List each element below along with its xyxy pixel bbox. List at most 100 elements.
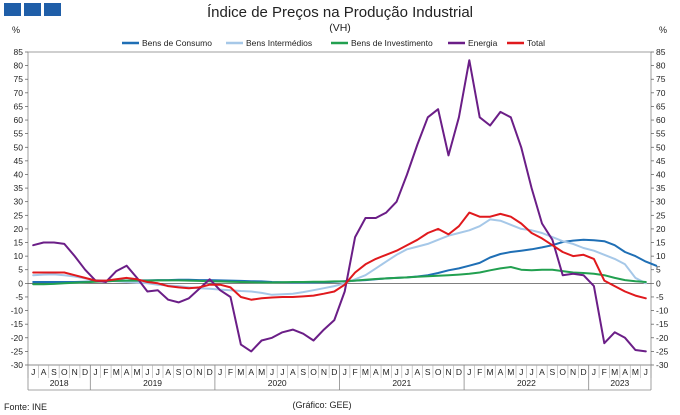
month-tick-label: J [592, 367, 596, 377]
chart-title: Índice de Preços na Produção Industrial [207, 4, 473, 21]
y-tick-label-right: -5 [656, 292, 664, 302]
y-tick-label-left: 55 [14, 129, 24, 139]
month-tick-label: A [41, 367, 47, 377]
month-tick-label: M [258, 367, 265, 377]
year-label: 2018 [50, 378, 69, 388]
y-tick-label-left: -20 [11, 333, 24, 343]
month-tick-label: J [644, 367, 648, 377]
month-tick-label: D [207, 367, 213, 377]
y-tick-label-left: 15 [14, 238, 24, 248]
year-label: 2020 [268, 378, 287, 388]
month-tick-label: S [300, 367, 306, 377]
y-axis-unit-left: % [12, 25, 20, 35]
month-tick-label: O [310, 367, 317, 377]
month-tick-label: M [487, 367, 494, 377]
y-tick-label-right: 5 [656, 265, 661, 275]
month-tick-label: N [72, 367, 78, 377]
month-tick-label: O [559, 367, 566, 377]
y-tick-label-right: 50 [656, 142, 666, 152]
month-tick-label: A [373, 367, 379, 377]
y-tick-label-left: 70 [14, 88, 24, 98]
month-tick-label: J [93, 367, 97, 377]
y-tick-label-right: 70 [656, 88, 666, 98]
legend-label: Total [527, 38, 545, 48]
y-tick-label-left: 20 [14, 224, 24, 234]
y-tick-label-left: 80 [14, 61, 24, 71]
y-tick-label-left: 45 [14, 156, 24, 166]
legend-label: Energia [468, 38, 498, 48]
month-tick-label: O [186, 367, 193, 377]
month-tick-label: J [156, 367, 160, 377]
y-tick-label-right: -20 [656, 333, 669, 343]
y-tick-label-right: 60 [656, 115, 666, 125]
logo-square [44, 3, 61, 16]
month-tick-label: M [113, 367, 120, 377]
year-label: 2023 [610, 378, 629, 388]
month-tick-label: F [602, 367, 607, 377]
month-tick-label: S [176, 367, 182, 377]
legend-label: Bens de Investimento [351, 38, 433, 48]
y-tick-label-right: 40 [656, 169, 666, 179]
month-tick-label: J [280, 367, 284, 377]
y-tick-label-left: -30 [11, 360, 24, 370]
y-tick-label-left: 35 [14, 183, 24, 193]
month-tick-label: D [331, 367, 337, 377]
month-tick-label: A [622, 367, 628, 377]
y-tick-label-right: -25 [656, 346, 669, 356]
chart-subtitle: (VH) [329, 22, 351, 34]
month-tick-label: N [445, 367, 451, 377]
credit-note: (Gráfico: GEE) [292, 400, 351, 410]
month-tick-label: D [456, 367, 462, 377]
month-tick-label: J [218, 367, 222, 377]
y-tick-label-right: 20 [656, 224, 666, 234]
month-tick-label: M [383, 367, 390, 377]
month-tick-label: M [507, 367, 514, 377]
y-tick-label-left: 65 [14, 101, 24, 111]
month-tick-label: F [103, 367, 108, 377]
y-tick-label-left: -10 [11, 306, 24, 316]
month-tick-label: J [519, 367, 523, 377]
month-tick-label: S [51, 367, 57, 377]
y-tick-label-left: 50 [14, 142, 24, 152]
month-tick-label: N [321, 367, 327, 377]
month-tick-label: D [82, 367, 88, 377]
y-tick-label-left: -25 [11, 346, 24, 356]
y-tick-label-left: 40 [14, 169, 24, 179]
month-tick-label: N [570, 367, 576, 377]
year-label: 2021 [392, 378, 411, 388]
y-tick-label-left: -15 [11, 319, 24, 329]
source-note: Fonte: INE [4, 402, 47, 412]
month-tick-label: A [290, 367, 296, 377]
month-tick-label: J [145, 367, 149, 377]
year-label: 2019 [143, 378, 162, 388]
y-tick-label-left: 5 [18, 265, 23, 275]
month-tick-label: A [165, 367, 171, 377]
logo-square [4, 3, 21, 16]
month-tick-label: M [611, 367, 618, 377]
month-tick-label: F [477, 367, 482, 377]
month-tick-label: J [405, 367, 409, 377]
y-tick-label-left: -5 [15, 292, 23, 302]
series-line-bens-intermedios [32, 218, 647, 296]
y-tick-label-right: 25 [656, 210, 666, 220]
month-tick-label: J [529, 367, 533, 377]
y-tick-label-right: 85 [656, 47, 666, 57]
y-tick-label-right: 80 [656, 61, 666, 71]
month-tick-label: J [270, 367, 274, 377]
y-tick-label-left: 30 [14, 197, 24, 207]
month-tick-label: M [632, 367, 639, 377]
month-tick-label: J [467, 367, 471, 377]
y-tick-label-left: 0 [18, 278, 23, 288]
y-tick-label-right: 65 [656, 101, 666, 111]
month-tick-label: D [580, 367, 586, 377]
series-line-total [32, 211, 647, 301]
month-tick-label: A [415, 367, 421, 377]
year-label: 2022 [517, 378, 536, 388]
month-tick-label: A [498, 367, 504, 377]
y-tick-label-right: -15 [656, 319, 669, 329]
month-tick-label: J [394, 367, 398, 377]
corner-logo [4, 3, 61, 16]
y-tick-label-left: 60 [14, 115, 24, 125]
y-tick-label-left: 25 [14, 210, 24, 220]
